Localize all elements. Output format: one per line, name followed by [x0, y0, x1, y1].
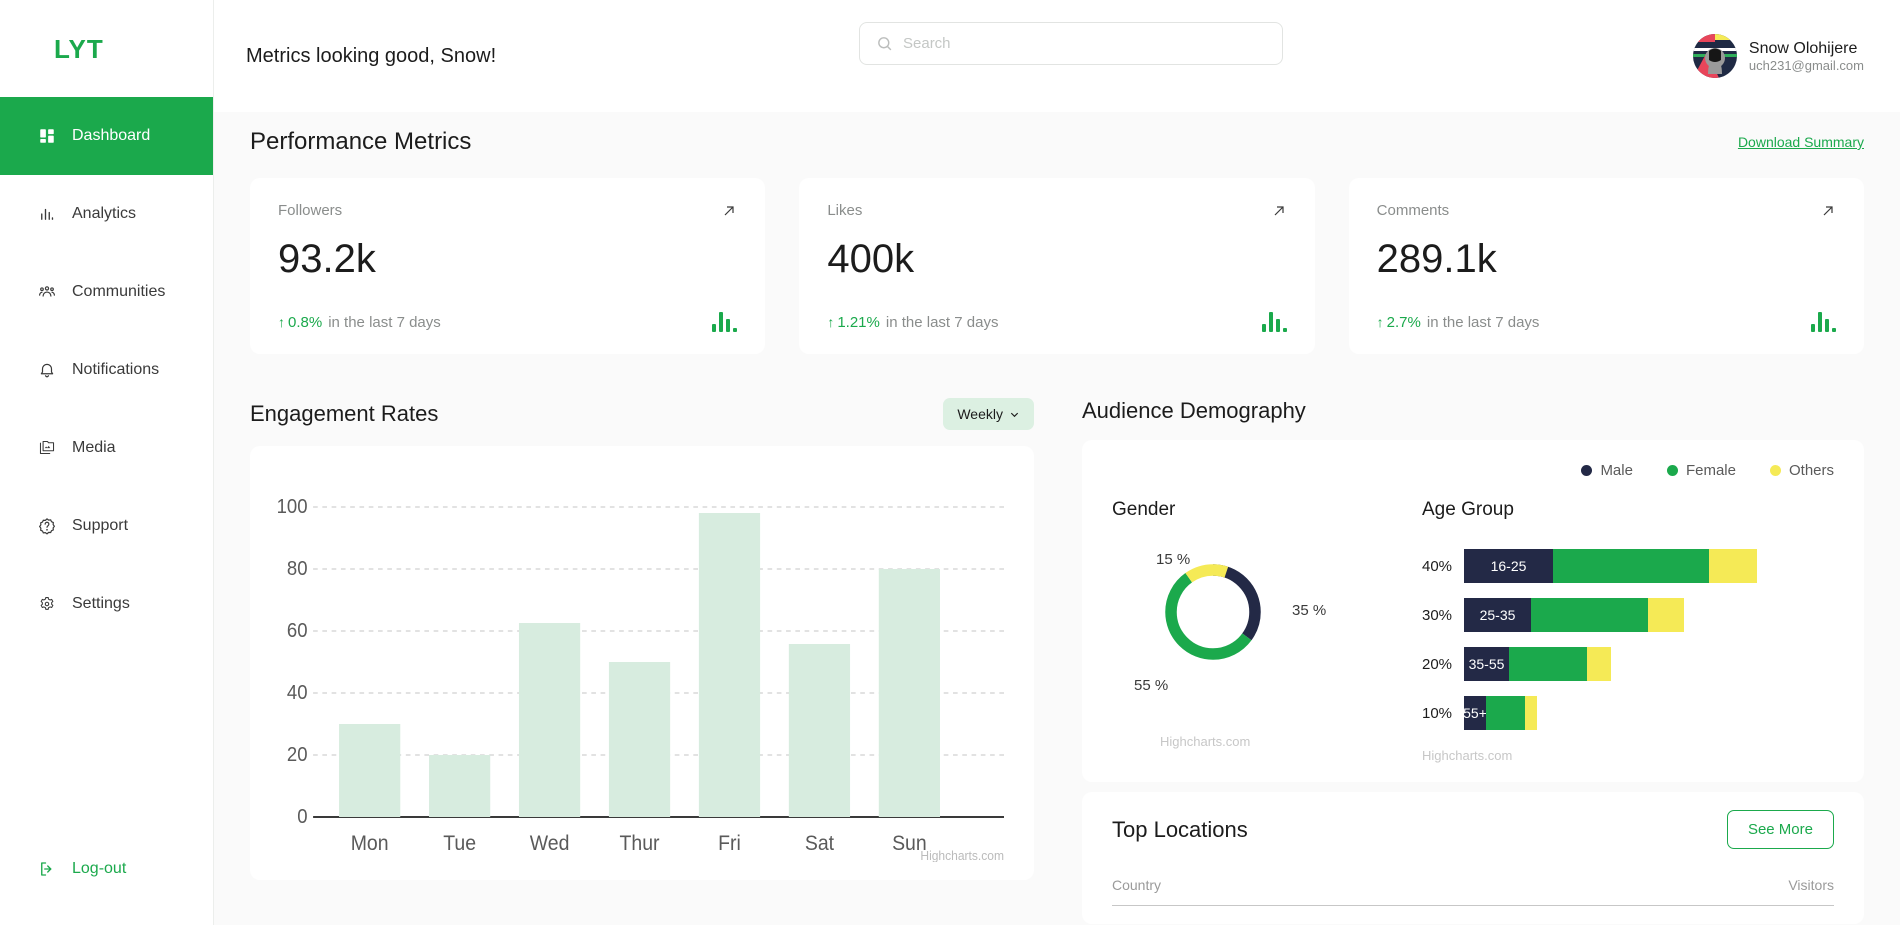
svg-text:20: 20 [287, 744, 308, 766]
svg-text:Mon: Mon [351, 832, 389, 855]
svg-text:Fri: Fri [718, 832, 741, 855]
svg-text:80: 80 [287, 558, 308, 580]
svg-text:40: 40 [287, 682, 308, 704]
svg-text:Tue: Tue [443, 832, 476, 855]
svg-text:Highcharts.com: Highcharts.com [920, 849, 1004, 862]
svg-text:Thur: Thur [620, 832, 660, 855]
svg-text:Wed: Wed [530, 832, 570, 855]
svg-text:Sat: Sat [805, 832, 835, 855]
svg-text:0: 0 [297, 806, 307, 828]
svg-text:100: 100 [277, 496, 308, 518]
svg-text:60: 60 [287, 620, 308, 642]
